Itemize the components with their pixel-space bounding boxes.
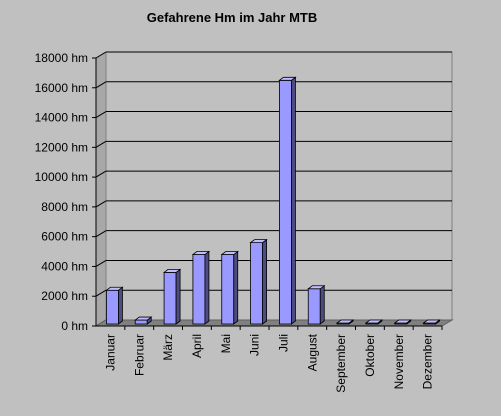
gridline-depth bbox=[95, 111, 107, 118]
bar-top bbox=[393, 319, 412, 324]
bar-top bbox=[307, 285, 326, 290]
bar bbox=[134, 316, 153, 325]
y-tick-label: 16000 hm bbox=[35, 81, 88, 95]
bar-front bbox=[163, 271, 177, 325]
gridline-depth bbox=[95, 230, 107, 238]
x-tick-label: Dezember bbox=[421, 334, 435, 389]
gridline-depth bbox=[95, 170, 107, 178]
x-tick-label: März bbox=[161, 334, 175, 361]
x-tick-label: Juli bbox=[276, 334, 290, 352]
y-tick-label: 0 hm bbox=[61, 319, 88, 333]
bar-top bbox=[364, 319, 384, 324]
bar-top bbox=[220, 251, 239, 255]
bar-front bbox=[106, 289, 119, 325]
x-tick-label: Oktober bbox=[363, 334, 377, 377]
gridline-depth bbox=[95, 81, 107, 89]
y-tick-label: 10000 hm bbox=[35, 170, 88, 184]
bar bbox=[422, 319, 441, 325]
gridline-depth bbox=[95, 289, 107, 297]
bar bbox=[335, 319, 355, 325]
bar-front bbox=[221, 254, 235, 325]
bar-front bbox=[134, 319, 148, 325]
bar bbox=[249, 238, 268, 325]
bar bbox=[191, 250, 211, 325]
bar-top bbox=[249, 239, 268, 244]
y-tick-label: 8000 hm bbox=[41, 200, 88, 214]
y-tick-label: 12000 hm bbox=[35, 140, 88, 154]
x-tick-label: August bbox=[305, 333, 319, 371]
x-tick-label: November bbox=[392, 334, 406, 389]
bar-front bbox=[250, 242, 263, 325]
plot-side-wall bbox=[95, 51, 107, 327]
bar bbox=[364, 319, 384, 325]
bar-front bbox=[192, 254, 206, 325]
y-tick-label: 6000 hm bbox=[41, 230, 88, 244]
gridline-depth bbox=[95, 51, 107, 59]
gridline-depth bbox=[95, 200, 107, 208]
bar-top bbox=[422, 319, 441, 324]
bar-side bbox=[319, 284, 325, 325]
bar-front bbox=[279, 79, 292, 325]
x-tick-label: Juni bbox=[248, 334, 262, 356]
chart-title: Gefahrene Hm im Jahr MTB bbox=[147, 10, 318, 25]
y-tick-label: 4000 hm bbox=[41, 259, 88, 273]
bar bbox=[307, 284, 326, 325]
bar bbox=[162, 268, 182, 325]
bar-top bbox=[134, 316, 153, 321]
bar-top bbox=[335, 319, 355, 324]
bar-side bbox=[204, 250, 210, 325]
x-tick-label: Februar bbox=[132, 334, 146, 376]
bar bbox=[278, 76, 297, 325]
bar-top bbox=[278, 76, 297, 81]
bar-top bbox=[191, 251, 211, 255]
x-tick-label: September bbox=[334, 334, 348, 393]
bar-side bbox=[233, 250, 239, 325]
x-tick-label: Mai bbox=[219, 334, 233, 353]
bar-side bbox=[118, 286, 123, 325]
bar bbox=[105, 286, 124, 325]
bar-top bbox=[105, 286, 124, 291]
gridline-depth bbox=[95, 140, 107, 148]
gridline-depth bbox=[95, 260, 107, 267]
plot-back-wall bbox=[105, 51, 453, 321]
y-tick-label: 18000 hm bbox=[35, 51, 88, 65]
bar-side bbox=[262, 238, 267, 325]
bar bbox=[220, 250, 239, 325]
bar-side bbox=[175, 268, 181, 325]
bar bbox=[393, 319, 412, 325]
bar-top bbox=[162, 268, 182, 273]
x-tick-label: Januar bbox=[103, 334, 117, 371]
bar-side bbox=[291, 76, 296, 325]
y-tick-label: 14000 hm bbox=[35, 111, 88, 125]
y-tick-label: 2000 hm bbox=[41, 289, 88, 303]
bar-front bbox=[307, 288, 321, 325]
x-tick-label: April bbox=[190, 334, 204, 358]
